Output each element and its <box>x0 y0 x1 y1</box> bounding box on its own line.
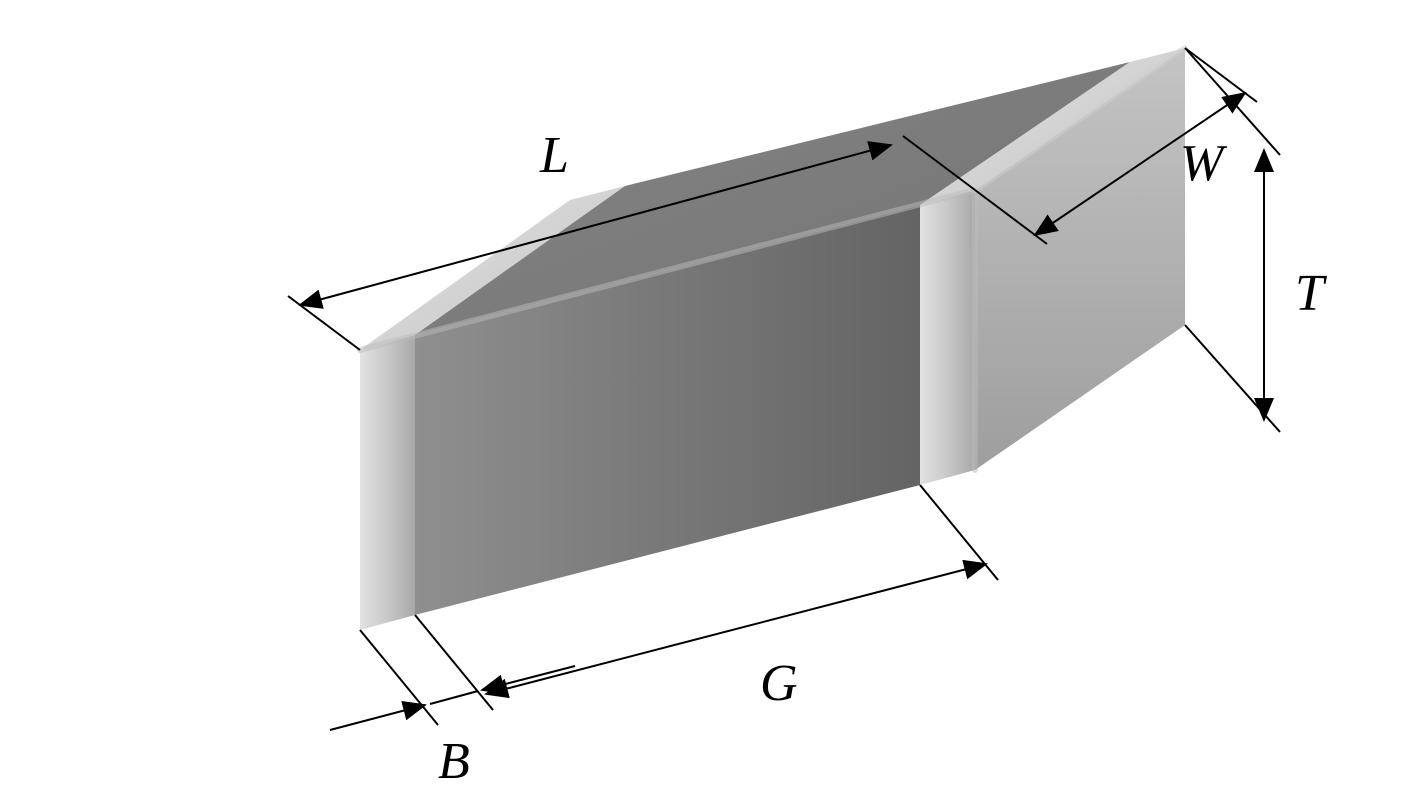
front-terminal-right <box>920 190 975 485</box>
dimension-T: T <box>1185 48 1327 432</box>
label-G: G <box>760 655 798 712</box>
dimension-diagram: L W T G B <box>0 0 1420 798</box>
label-L: L <box>539 127 569 184</box>
front-terminal-left <box>360 335 415 630</box>
label-B: B <box>438 733 470 790</box>
smd-component <box>360 48 1185 630</box>
dimension-B: B <box>330 630 575 790</box>
label-T: T <box>1295 265 1327 322</box>
label-W: W <box>1180 135 1228 192</box>
